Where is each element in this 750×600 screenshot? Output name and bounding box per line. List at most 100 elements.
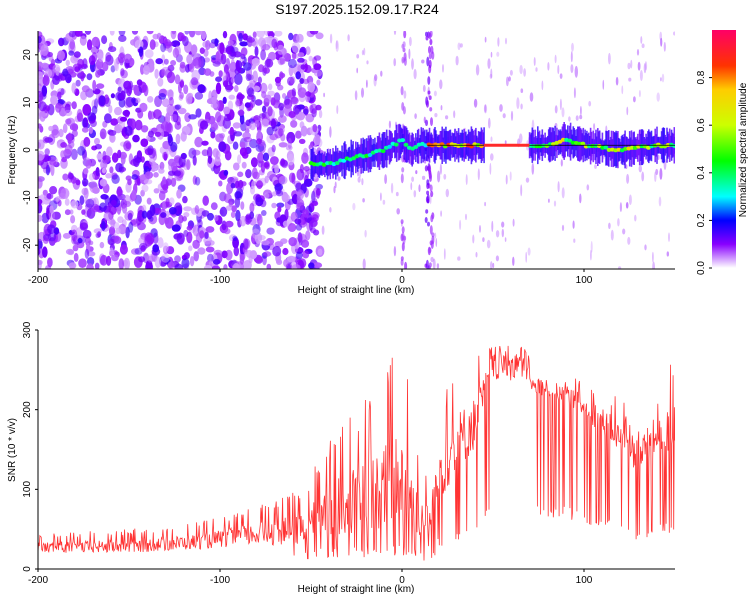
spectrogram-noise-blob: [239, 253, 245, 265]
spectrogram-noise-blob: [278, 175, 288, 185]
spectrogram-noise-blob: [295, 251, 303, 260]
spectrogram-noise-blob: [215, 111, 222, 123]
snr-x-ticks: -200 -100 0 100: [28, 569, 593, 586]
spectrogram-noise-blob: [201, 140, 209, 146]
spectrogram-noise-blob: [229, 126, 234, 136]
spectrogram-noise-blob: [263, 251, 272, 257]
spectrogram-noise-blob: [140, 156, 145, 163]
spectrogram-noise-blob: [179, 64, 186, 73]
spectrogram-noise-blob: [313, 134, 321, 146]
spectrogram-streak: [593, 123, 596, 131]
spectrogram-noise-blob: [181, 258, 190, 269]
spectrogram-noise-blob: [256, 138, 262, 145]
spectrogram-noise-blob: [303, 166, 310, 172]
spectrogram-streak: [455, 55, 459, 66]
spectrogram-noise-blob: [248, 79, 254, 90]
spectrogram-noise-blob: [167, 261, 175, 269]
spectrogram-streak: [512, 256, 515, 266]
spectrogram-noise-blob: [309, 219, 318, 227]
spectrogram-noise-blob: [143, 179, 153, 185]
spectrogram-noise-blob: [140, 138, 149, 147]
spectrogram-streak: [625, 164, 628, 170]
spectrogram-noise-blob: [182, 216, 187, 222]
spectrogram-noise-blob: [298, 138, 306, 144]
spectrogram-streak: [440, 210, 442, 217]
spectrogram-noise-blob: [316, 79, 321, 86]
ridge-spread: [397, 124, 400, 161]
spectrogram-noise-blob: [81, 127, 89, 133]
spectrogram-noise-blob: [305, 95, 310, 103]
spectrogram-streak: [329, 33, 333, 44]
spectrogram-noise-blob: [68, 31, 77, 38]
spectrogram-streak: [652, 261, 655, 269]
spectrogram-noise-blob: [108, 130, 117, 136]
spectrogram-noise-blob: [188, 245, 193, 252]
spectrogram-noise-blob: [179, 92, 184, 99]
spectrogram-noise-blob: [287, 91, 292, 98]
spectrogram-streak: [453, 110, 456, 119]
spectrogram-noise-blob: [164, 58, 169, 65]
spectrogram-noise-blob: [289, 96, 299, 105]
spectrogram-noise-blob: [81, 187, 88, 196]
spectrogram-noise-blob: [89, 181, 98, 193]
spectrogram-noise-blob: [138, 237, 146, 245]
y-tick-label: 10: [22, 96, 33, 108]
spectrogram-streak: [333, 185, 336, 194]
y-tick-label: 20: [22, 49, 33, 61]
spectrogram-noise-blob: [269, 133, 279, 141]
spectrogram-noise-blob: [223, 169, 229, 176]
spectrogram-noise-blob: [305, 46, 311, 56]
spectrogram-noise-blob: [115, 227, 121, 235]
spectrogram-band: [426, 56, 430, 67]
spectrogram-band: [429, 107, 433, 112]
spectrogram-streak: [561, 107, 565, 118]
spectrogram-streak: [572, 220, 575, 229]
spectrogram-noise-blob: [86, 73, 93, 81]
spectrogram-noise-blob: [70, 200, 79, 209]
spectrogram-noise-blob: [215, 150, 221, 160]
spectrogram-noise-blob: [176, 232, 185, 245]
spectrogram-streak: [411, 58, 414, 70]
spectrogram-streak: [356, 54, 360, 59]
spectrogram-noise-blob: [237, 154, 242, 165]
spectrogram-streak: [666, 251, 669, 257]
spectrogram-streak: [440, 105, 443, 111]
spectrogram-noise-blob: [94, 144, 102, 150]
spectrogram-band: [400, 173, 404, 184]
spectrogram-noise-blob: [38, 238, 43, 251]
spectrogram-noise-blob: [111, 254, 119, 262]
spectrogram-noise-blob: [52, 64, 61, 73]
spectrogram-noise-blob: [199, 230, 205, 239]
spectrogram-streak: [435, 238, 438, 247]
spectrogram-band: [401, 102, 405, 111]
spectrogram-band: [428, 46, 431, 54]
spectrogram-noise-blob: [111, 174, 120, 185]
spectrogram-streak: [557, 181, 560, 193]
spectrogram-noise-blob: [113, 58, 118, 71]
spectrogram-streak: [561, 187, 565, 199]
spectrogram-noise-blob: [240, 121, 247, 132]
spectrogram-noise-blob: [222, 71, 227, 82]
spectrogram-noise-blob: [65, 59, 71, 67]
spectrogram-noise-blob: [313, 229, 320, 236]
spectrogram-noise-blob: [44, 148, 50, 156]
spectrogram-noise-blob: [161, 253, 170, 263]
spectrogram-noise-blob: [243, 136, 253, 143]
spectrogram-noise-blob: [99, 202, 107, 212]
spectrogram-noise-blob: [194, 176, 201, 186]
spectrogram-streak: [396, 208, 401, 215]
spectrogram-noise-blob: [165, 149, 172, 155]
spectrogram-streak: [384, 174, 387, 185]
spectrogram-noise-blob: [82, 229, 92, 239]
spectrogram-noise-blob: [213, 249, 223, 256]
spectrogram-noise-blob: [110, 199, 117, 206]
spectrogram-noise-blob: [118, 31, 126, 37]
snr-y-ticks: 0 100 200 300: [22, 321, 38, 572]
ridge-core-bead: [672, 144, 675, 148]
spectrogram-noise-blob: [61, 156, 67, 163]
spectrogram-streak: [445, 115, 449, 120]
spectrogram-noise-blob: [271, 191, 278, 197]
spectrogram-band: [428, 59, 432, 69]
spectrogram-streak: [318, 109, 323, 119]
spectrogram-noise-blob: [240, 47, 248, 57]
